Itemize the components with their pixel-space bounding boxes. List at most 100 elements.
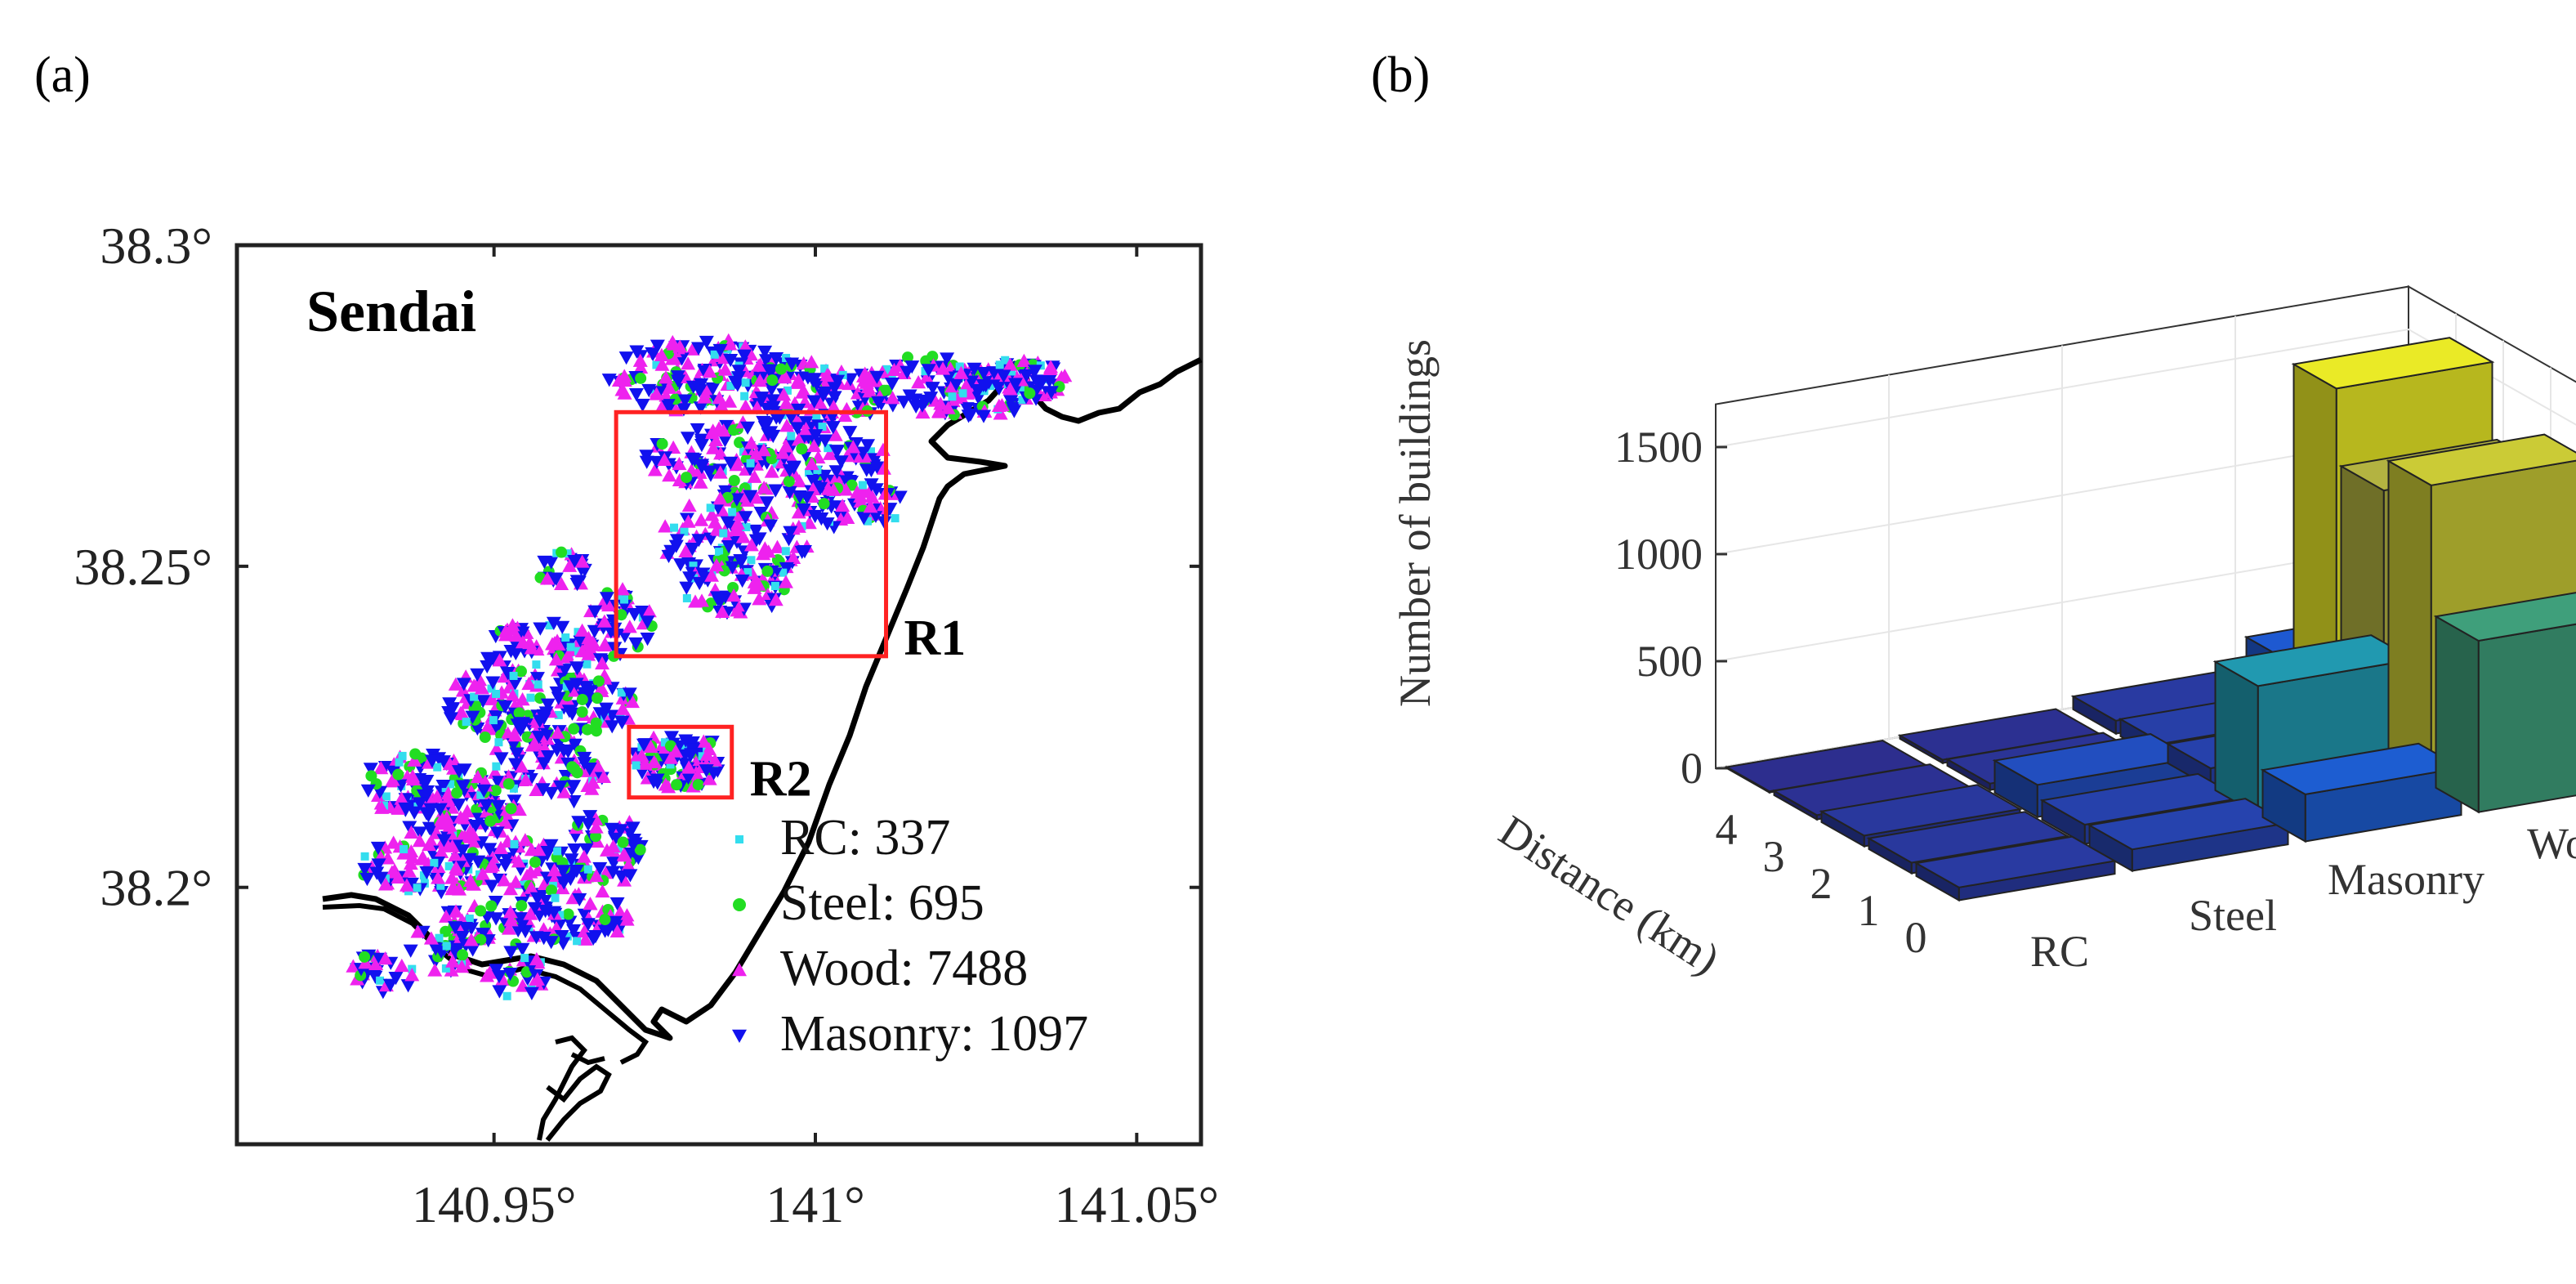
building-point-steel [615, 609, 627, 621]
building-point-rc [433, 763, 442, 772]
building-point-rc [492, 689, 501, 698]
building-point-rc [1001, 356, 1010, 365]
building-point-wood [778, 575, 793, 588]
building-point-rc [442, 942, 451, 951]
building-point-rc [682, 593, 691, 602]
building-point-rc [652, 360, 661, 369]
building-point-masonry [465, 943, 480, 957]
building-point-rc [620, 595, 629, 604]
building-point-rc [781, 547, 790, 556]
building-point-wood [448, 677, 463, 691]
building-point-masonry [864, 478, 879, 492]
building-point-rc [995, 360, 1004, 369]
building-point-steel [485, 900, 498, 912]
z-tick-label: 0 [1681, 744, 1703, 793]
building-point-masonry [1003, 395, 1019, 409]
building-point-rc [882, 365, 891, 374]
building-point-wood [588, 820, 604, 834]
building-point-wood [685, 342, 700, 356]
building-point-wood [404, 968, 420, 982]
building-point-masonry [856, 512, 872, 526]
building-point-wood [423, 931, 439, 945]
building-point-wood [940, 400, 956, 414]
building-point-wood [822, 446, 837, 460]
building-point-rc [783, 386, 792, 395]
building-point-masonry [524, 986, 539, 1000]
building-point-rc [858, 481, 867, 490]
building-point-wood [374, 800, 390, 814]
building-point-wood [529, 782, 544, 796]
building-point-masonry [860, 439, 876, 453]
building-point-masonry [706, 767, 721, 781]
building-point-wood [524, 880, 539, 894]
building-point-wood [752, 374, 768, 387]
building-point-rc [554, 710, 563, 719]
building-point-rc [726, 382, 735, 391]
building-point-wood [707, 515, 722, 529]
building-point-masonry [668, 539, 684, 553]
building-point-masonry [500, 667, 516, 681]
building-point-wood [708, 432, 724, 447]
building-point-wood [501, 921, 516, 935]
building-point-wood [407, 753, 422, 767]
building-point-masonry [683, 748, 699, 762]
building-point-masonry [436, 834, 452, 848]
building-point-masonry [489, 721, 505, 736]
building-point-wood [840, 510, 855, 524]
building-point-masonry [650, 773, 665, 787]
building-point-masonry [754, 391, 770, 405]
building-point-rc [444, 861, 453, 870]
building-point-wood [394, 791, 409, 805]
building-point-rc [476, 790, 485, 799]
building-point-masonry [456, 678, 471, 691]
building-point-masonry [435, 780, 451, 794]
building-point-wood [712, 491, 728, 505]
building-point-masonry [441, 705, 457, 720]
building-point-wood [757, 480, 772, 494]
building-point-steel [728, 475, 740, 487]
building-point-steel [545, 884, 557, 897]
building-point-masonry [721, 540, 736, 554]
building-point-masonry [529, 672, 545, 686]
building-point-steel [484, 815, 497, 827]
building-point-rc [660, 738, 669, 747]
building-point-wood [699, 384, 715, 399]
building-point-wood [713, 398, 729, 412]
building-point-steel [775, 363, 787, 375]
building-point-masonry [764, 383, 779, 397]
building-point-masonry [830, 374, 846, 388]
building-point-rc [573, 937, 582, 946]
building-point-masonry [1008, 378, 1024, 391]
building-point-rc [494, 738, 503, 747]
building-point-wood [850, 485, 865, 499]
building-point-wood [599, 843, 614, 857]
building-point-rc [520, 954, 529, 963]
building-point-masonry [896, 396, 912, 409]
building-point-masonry [758, 354, 774, 368]
building-point-masonry [569, 678, 584, 691]
legend-label-steel: Steel: 695 [780, 875, 984, 931]
building-point-masonry [806, 373, 822, 387]
building-point-rc [680, 527, 689, 536]
building-point-steel [901, 351, 913, 364]
y-tick-label: 38.25° [74, 538, 212, 596]
building-point-masonry [359, 872, 375, 887]
building-point-masonry [1007, 405, 1022, 418]
building-point-masonry [996, 369, 1011, 383]
building-point-masonry [728, 375, 743, 390]
building-point-wood [756, 443, 771, 457]
building-point-masonry [368, 970, 383, 984]
building-point-wood [594, 680, 609, 695]
building-point-masonry [772, 411, 788, 425]
building-point-steel [717, 554, 729, 566]
building-point-rc [948, 392, 957, 401]
building-point-rc [382, 792, 391, 801]
building-point-rc [706, 503, 715, 512]
panel-b-label: (b) [1371, 47, 1430, 103]
building-point-steel [692, 779, 704, 791]
building-point-masonry [599, 592, 614, 606]
building-point-masonry [507, 677, 523, 691]
building-point-wood [706, 441, 721, 454]
building-point-wood [455, 706, 471, 721]
distance-axis-label: Distance (km) [1491, 806, 1728, 984]
